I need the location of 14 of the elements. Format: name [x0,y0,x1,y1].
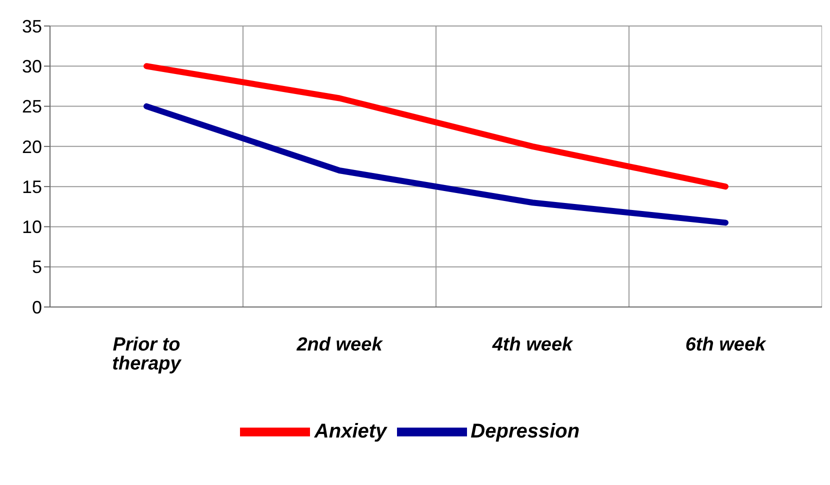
y-tick-label: 20 [22,136,42,157]
y-tick-label: 15 [22,176,42,197]
y-tick-label: 0 [32,297,42,318]
x-tick-label: 4th week [491,334,574,356]
y-tick-label: 30 [22,56,42,77]
x-tick-label: 6th week [685,334,768,356]
legend-label: Depression [470,420,580,442]
legend-label: Anxiety [314,420,387,442]
y-tick-label: 35 [22,16,42,36]
y-tick-label: 5 [32,257,42,278]
x-tick-label: Prior to therapy [112,334,182,374]
x-tick-label: 2nd week [296,334,384,356]
y-tick-label: 25 [22,96,42,117]
y-tick-label: 10 [22,217,42,238]
